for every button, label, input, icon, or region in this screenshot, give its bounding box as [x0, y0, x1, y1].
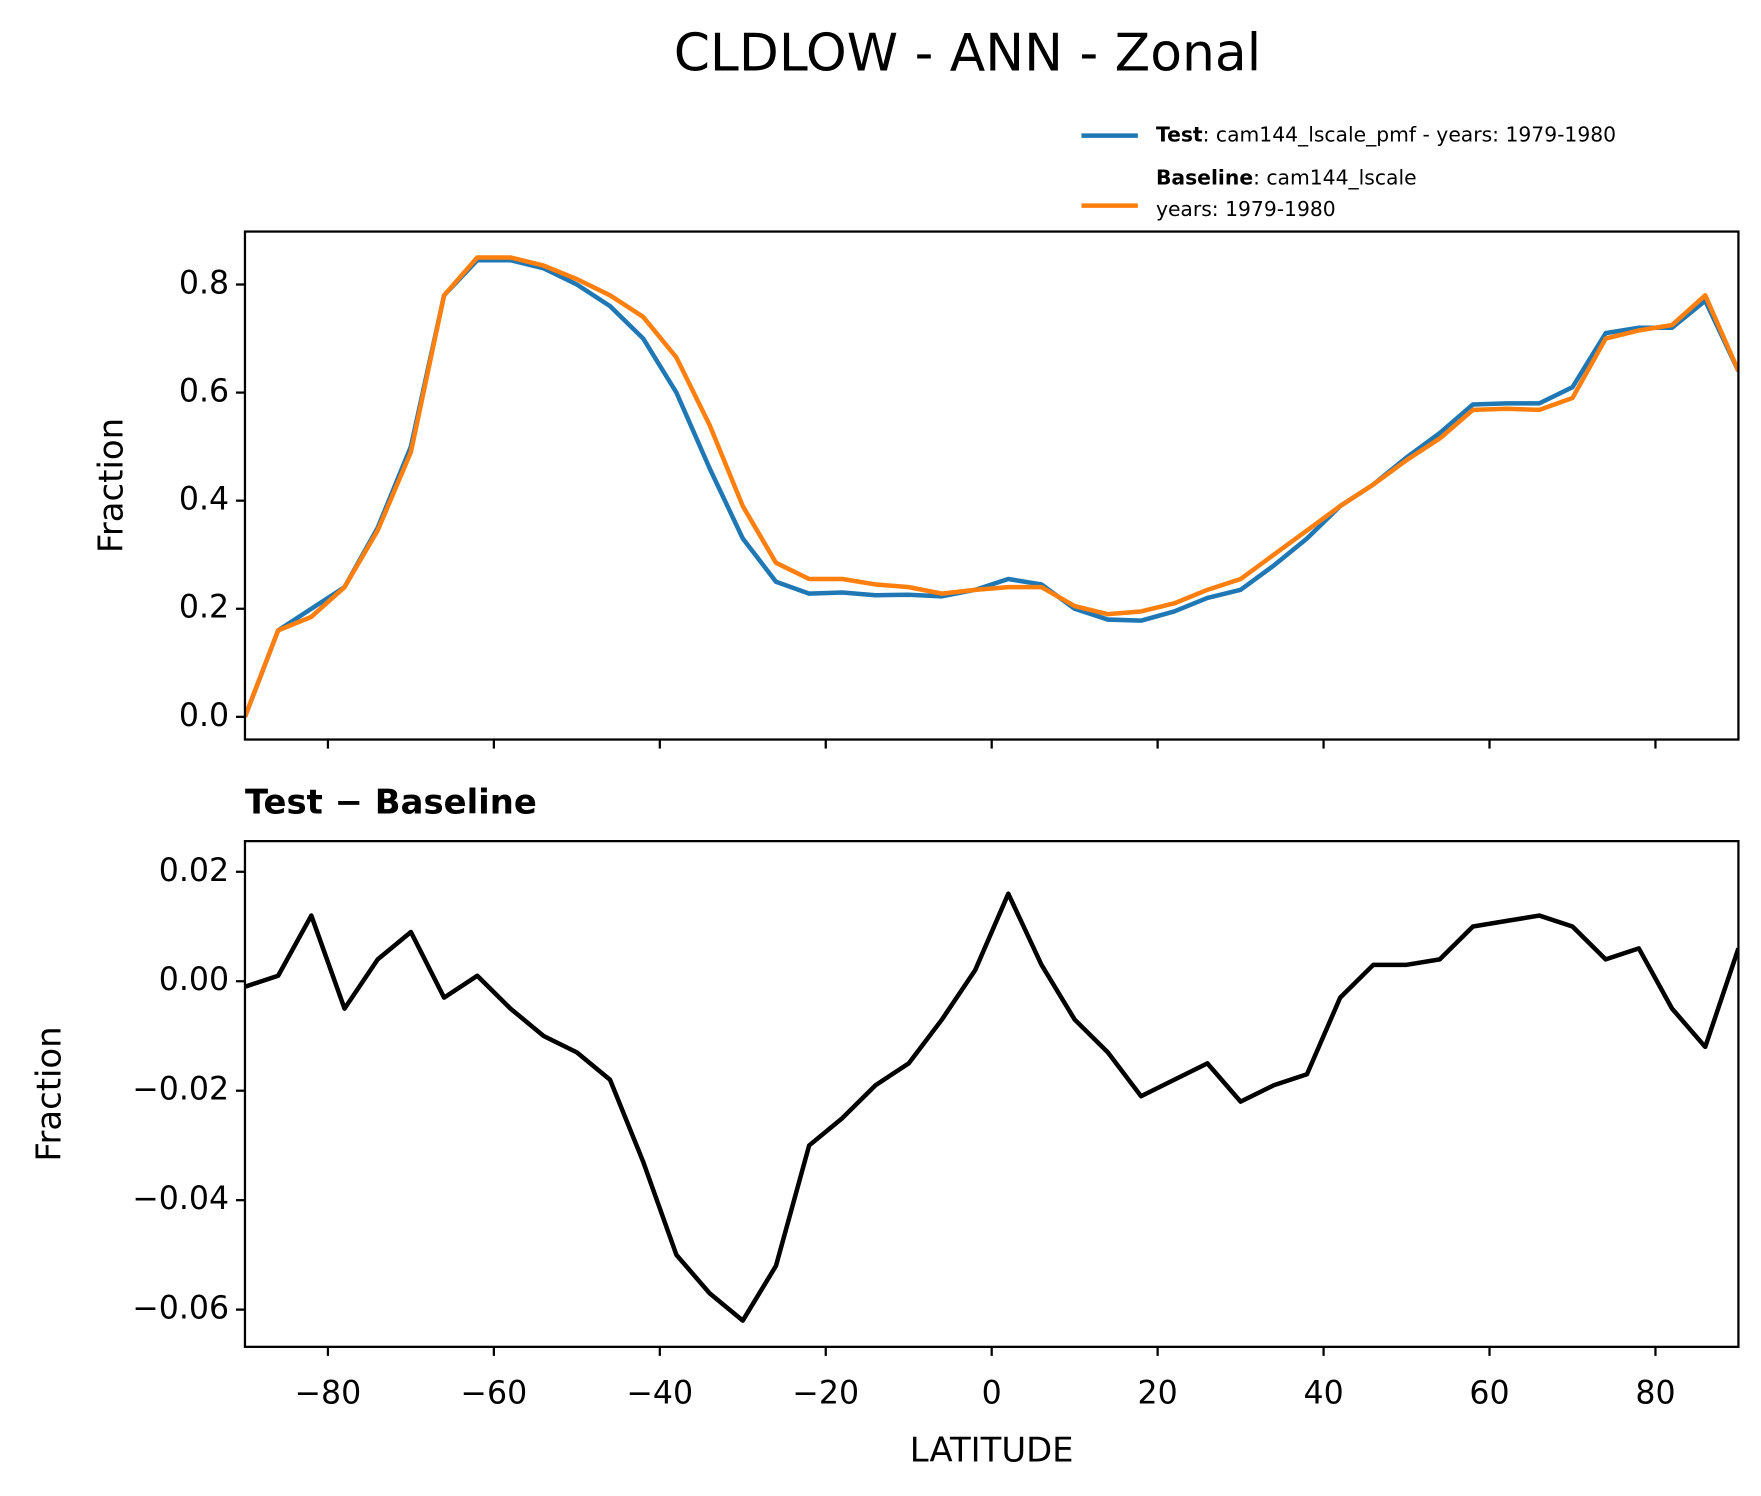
series-line	[244, 255, 1739, 718]
legend-name: Baseline	[1156, 165, 1253, 189]
y-tick-label: −0.02	[132, 1072, 229, 1108]
y-tick-label: 0.4	[179, 482, 229, 518]
x-tick-label: 0	[982, 1375, 1002, 1411]
y-tick-label: 0.0	[179, 698, 229, 734]
y-tick-label: 0.6	[179, 374, 229, 410]
legend-text: : cam144_lscale_pmf - years: 1979-1980	[1203, 123, 1616, 148]
figure-title: CLDLOW - ANN - Zonal	[674, 24, 1261, 84]
x-tick-label: 20	[1138, 1375, 1178, 1411]
x-tick-label: 80	[1635, 1375, 1675, 1411]
plot-frame	[243, 230, 1740, 741]
legend-text: : cam144_lscale	[1253, 165, 1417, 190]
x-tick-label: −60	[461, 1375, 528, 1411]
x-axis-label: LATITUDE	[910, 1430, 1074, 1469]
x-tick-label: 60	[1469, 1375, 1509, 1411]
series-line	[244, 891, 1739, 1323]
x-tick-label: −80	[295, 1375, 362, 1411]
x-tick-label: −40	[626, 1375, 693, 1411]
legend-name: Test	[1156, 123, 1203, 147]
x-tick-label: 40	[1303, 1375, 1343, 1411]
legend-entry: Baseline: cam144_lscale	[1156, 165, 1417, 190]
y-tick-label: 0.2	[179, 590, 229, 626]
x-tick-label: −20	[792, 1375, 859, 1411]
panel-title: Test − Baseline	[245, 782, 537, 821]
y-axis-label: Fraction	[29, 1026, 68, 1161]
y-tick-label: −0.04	[132, 1181, 229, 1217]
series-line	[244, 257, 1739, 718]
legend-entry: years: 1979-1980	[1156, 197, 1336, 221]
legend-entry: Test: cam144_lscale_pmf - years: 1979-19…	[1156, 123, 1616, 148]
y-tick-label: 0.8	[179, 266, 229, 302]
y-tick-label: −0.06	[132, 1291, 229, 1327]
plot-frame	[243, 840, 1740, 1348]
y-axis-label: Fraction	[91, 418, 130, 553]
legend-text: years: 1979-1980	[1156, 197, 1336, 221]
y-tick-label: 0.00	[159, 962, 229, 998]
y-tick-label: 0.02	[159, 853, 229, 889]
